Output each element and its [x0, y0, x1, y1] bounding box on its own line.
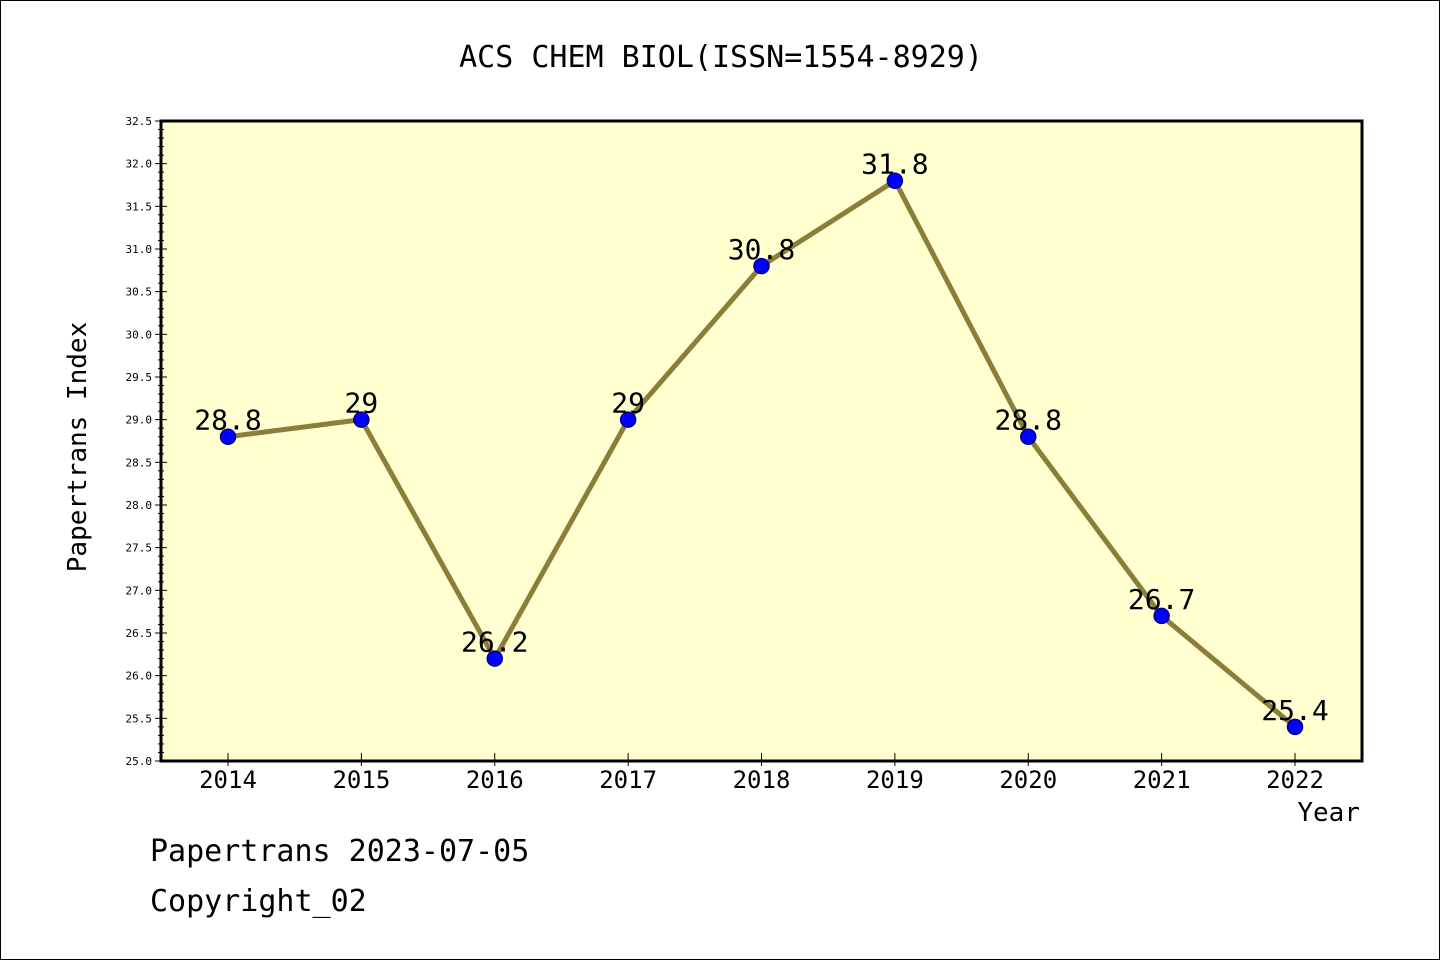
- data-markers: [219, 172, 1304, 736]
- x-tick-label: 2020: [999, 766, 1057, 794]
- x-tick-label: 2018: [733, 766, 791, 794]
- y-tick-label: 29.0: [126, 414, 153, 427]
- plot-area: [159, 119, 1364, 763]
- chart-title: ACS CHEM BIOL(ISSN=1554-8929): [459, 40, 983, 75]
- data-point: [353, 411, 370, 428]
- y-axis: 25.0 25.5 26.0 26.5 27.0 27.5 28.0 28.5 29.0 29.5…: [126, 115, 167, 768]
- y-axis-label: Papertrans Index: [63, 322, 93, 572]
- data-label: 26.2: [461, 626, 528, 659]
- data-label: 28.8: [995, 404, 1062, 437]
- data-label: 30.8: [728, 233, 795, 266]
- data-label: 31.8: [861, 148, 928, 181]
- y-tick-label: 28.0: [126, 499, 153, 512]
- data-point: [1153, 607, 1170, 625]
- x-tick-label: 2016: [466, 766, 524, 794]
- data-label: 29: [345, 387, 379, 420]
- x-tick-label: 2015: [332, 766, 390, 794]
- footer-date-text: Papertrans 2023-07-05: [150, 834, 530, 869]
- data-labels: 28.8 29 26.2 29 30.8 31.8 28.8 26.7 25.4: [194, 148, 1328, 727]
- y-tick-label: 28.5: [126, 456, 153, 469]
- data-label: 26.7: [1128, 583, 1195, 616]
- y-tick-label: 27.5: [126, 542, 153, 555]
- x-axis-label: Year: [1297, 798, 1360, 828]
- data-label: 29: [611, 387, 645, 420]
- footer-copyright-text: Copyright_02: [150, 884, 367, 919]
- x-axis: 2014 2015 2016 2017 2018 2019 2020 2021 2022: [199, 753, 1324, 794]
- y-tick-label: 32.5: [126, 115, 153, 128]
- x-tick-label: 2014: [199, 766, 257, 794]
- y-tick-label: 29.5: [126, 371, 153, 384]
- data-point: [753, 257, 770, 275]
- data-label: 25.4: [1261, 694, 1328, 727]
- y-tick-label: 32.0: [126, 158, 153, 171]
- data-point: [486, 650, 503, 667]
- y-tick-label: 25.0: [126, 755, 153, 768]
- y-tick-label: 25.5: [126, 712, 153, 725]
- data-point: [1020, 428, 1037, 445]
- y-tick-label: 30.0: [126, 328, 153, 341]
- x-tick-label: 2019: [866, 766, 924, 794]
- data-point: [219, 428, 237, 445]
- data-label: 28.8: [194, 404, 261, 437]
- y-tick-label: 26.5: [126, 627, 153, 640]
- data-point: [619, 411, 637, 428]
- data-point: [1286, 718, 1304, 736]
- y-tick-label: 31.5: [126, 200, 153, 213]
- y-tick-label: 30.5: [126, 286, 153, 299]
- x-tick-label: 2022: [1266, 766, 1324, 794]
- y-tick-label: 26.0: [126, 670, 153, 683]
- y-tick-label: 27.0: [126, 584, 153, 597]
- x-tick-label: 2021: [1133, 766, 1191, 794]
- y-tick-label: 31.0: [126, 243, 153, 256]
- x-tick-label: 2017: [599, 766, 657, 794]
- data-point: [886, 172, 904, 189]
